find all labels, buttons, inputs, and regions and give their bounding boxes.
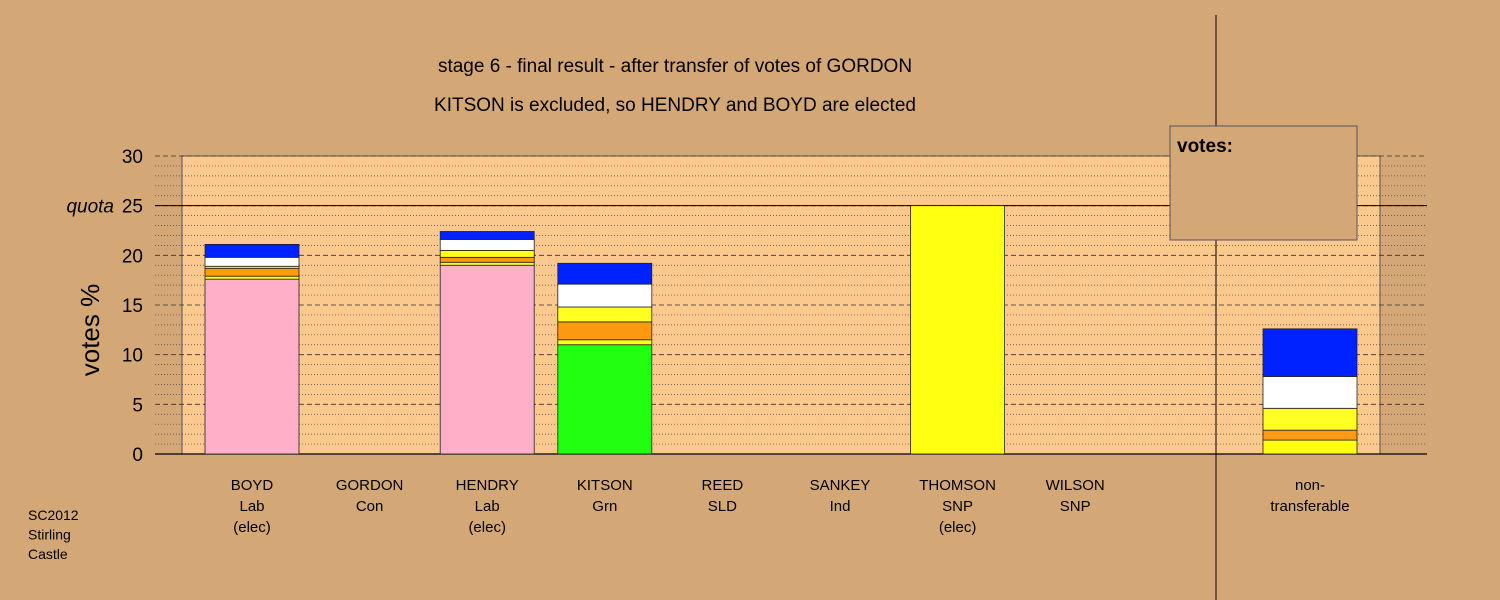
x-tick-label: Lab	[239, 498, 264, 515]
x-tick-label: Ind	[830, 498, 851, 515]
bar-segment	[557, 262, 653, 285]
bar-segment	[204, 267, 300, 277]
bar-segment	[557, 339, 653, 346]
bar-segment	[557, 321, 653, 341]
bar-segment	[1262, 439, 1358, 455]
y-tick-label: 0	[132, 445, 143, 466]
bar-segment	[910, 205, 1005, 455]
bars	[204, 205, 1358, 455]
x-tick-label: SANKEY	[810, 477, 871, 494]
bar-segment	[557, 283, 653, 308]
quota-label: quota	[66, 197, 114, 218]
bar-segment	[204, 256, 300, 267]
x-tick-label: BOYD	[231, 477, 274, 494]
bar-segment	[204, 275, 300, 280]
bar-segment	[439, 231, 535, 240]
bar-segment	[557, 306, 653, 323]
x-tick-label: REED	[702, 477, 744, 494]
y-tick-label: 10	[122, 346, 143, 367]
x-tick-label: KITSON	[577, 477, 633, 494]
note-box	[1169, 125, 1358, 241]
footer-line: Castle	[28, 546, 68, 562]
x-tick-label: GORDON	[336, 477, 404, 494]
x-tick-label: non-	[1295, 477, 1325, 494]
bar-segment	[439, 264, 535, 455]
bar-segment	[1262, 376, 1358, 409]
x-tick-label: (elec)	[468, 519, 506, 536]
chart-title: stage 6 - final result - after transfer …	[438, 56, 912, 77]
footer-line: Stirling	[28, 527, 71, 543]
bar-segment	[439, 261, 535, 266]
y-tick-label: 15	[122, 296, 143, 317]
grid	[155, 155, 1427, 455]
y-tick-label: 5	[132, 395, 143, 416]
bar-segment	[204, 278, 300, 455]
x-tick-label: SLD	[708, 498, 737, 515]
x-tick-label: transferable	[1270, 498, 1349, 515]
bar-segment	[439, 249, 535, 258]
bar-segment	[439, 256, 535, 263]
footer-line: SC2012	[28, 507, 79, 523]
y-tick-label: 20	[122, 246, 143, 267]
y-tick-label: 25	[122, 197, 143, 218]
bar-segment	[204, 244, 300, 258]
note-title: votes:	[1177, 136, 1233, 157]
chart-subtitle: KITSON is excluded, so HENDRY and BOYD a…	[434, 95, 916, 116]
x-tick-label: HENDRY	[456, 477, 519, 494]
x-tick-label: WILSON	[1046, 477, 1105, 494]
x-tick-label: Lab	[475, 498, 500, 515]
y-tick-label: 30	[122, 147, 143, 168]
bar-segment	[1262, 429, 1358, 441]
x-tick-label: SNP	[942, 498, 973, 515]
x-tick-label: (elec)	[939, 519, 977, 536]
y-axis-label: votes %	[75, 284, 105, 377]
x-tick-label: Con	[356, 498, 384, 515]
bar-segment	[557, 344, 653, 455]
x-tick-label: Grn	[592, 498, 617, 515]
bar-segment	[1262, 407, 1358, 431]
x-tick-label: SNP	[1060, 498, 1091, 515]
x-tick-label: (elec)	[233, 519, 271, 536]
bar-segment	[439, 239, 535, 251]
bar-segment	[1262, 328, 1358, 377]
x-tick-label: THOMSON	[919, 477, 996, 494]
